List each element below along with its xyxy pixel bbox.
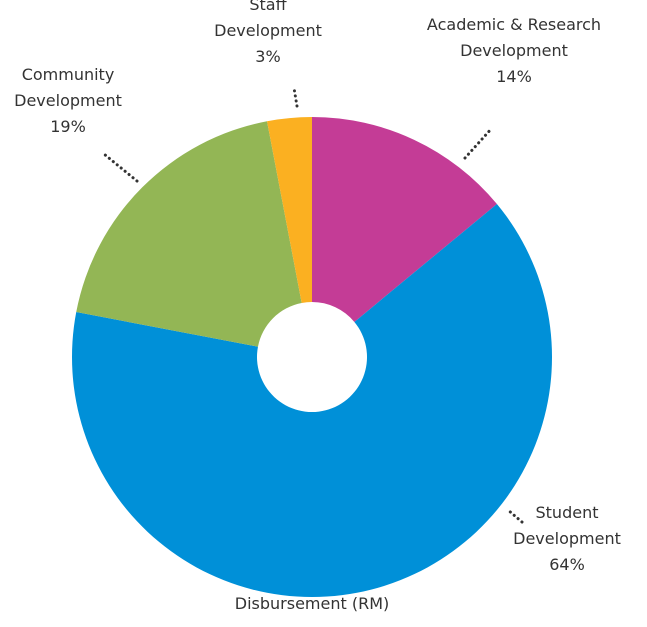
slice-label: Academic & Research Development 14%	[414, 12, 614, 90]
slice-label: Staff Development 3%	[208, 0, 328, 70]
pie-slice	[72, 204, 553, 597]
category-label: Community Development	[14, 65, 122, 110]
leader-line	[292, 86, 299, 108]
value-label: 64%	[549, 555, 585, 574]
value-label: 14%	[496, 67, 532, 86]
slice-label: Student Development 64%	[507, 500, 627, 578]
pie-slice	[267, 117, 312, 303]
value-label: 19%	[50, 117, 86, 136]
slice-label: Community Development 19%	[8, 62, 128, 140]
value-label: 3%	[255, 47, 281, 66]
leader-line	[463, 126, 494, 160]
chart-title: Disbursement (RM)	[234, 594, 390, 613]
leader-line	[506, 508, 524, 524]
category-label: Academic & Research Development	[426, 15, 602, 60]
pie-slice	[76, 121, 302, 347]
category-label: Staff Development	[214, 0, 322, 40]
category-label: Student Development	[513, 503, 621, 548]
pie-slice	[312, 117, 497, 322]
leader-line	[102, 152, 139, 183]
